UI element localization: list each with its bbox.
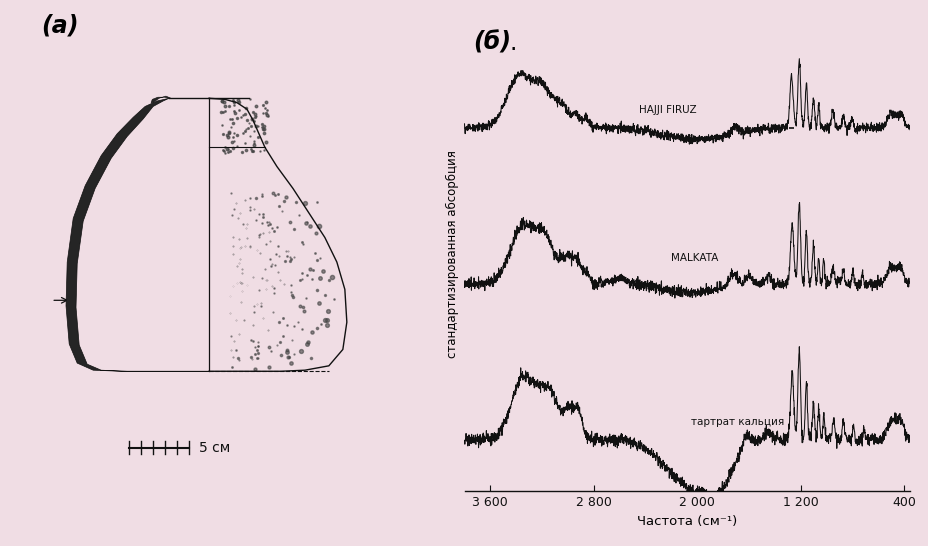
Polygon shape	[151, 96, 171, 103]
Y-axis label: стандартизированная абсорбция: стандартизированная абсорбция	[445, 150, 458, 358]
X-axis label: Частота (см⁻¹): Частота (см⁻¹)	[637, 515, 737, 528]
Text: .: .	[509, 31, 516, 55]
Text: тартрат кальция: тартрат кальция	[690, 417, 783, 426]
Polygon shape	[66, 98, 209, 371]
Text: (а): (а)	[41, 14, 79, 38]
Text: MALKATA: MALKATA	[671, 253, 718, 263]
Text: 5 см: 5 см	[199, 441, 230, 455]
Text: (б): (б)	[473, 31, 511, 55]
Text: HAJJI FIRUZ: HAJJI FIRUZ	[638, 105, 696, 115]
